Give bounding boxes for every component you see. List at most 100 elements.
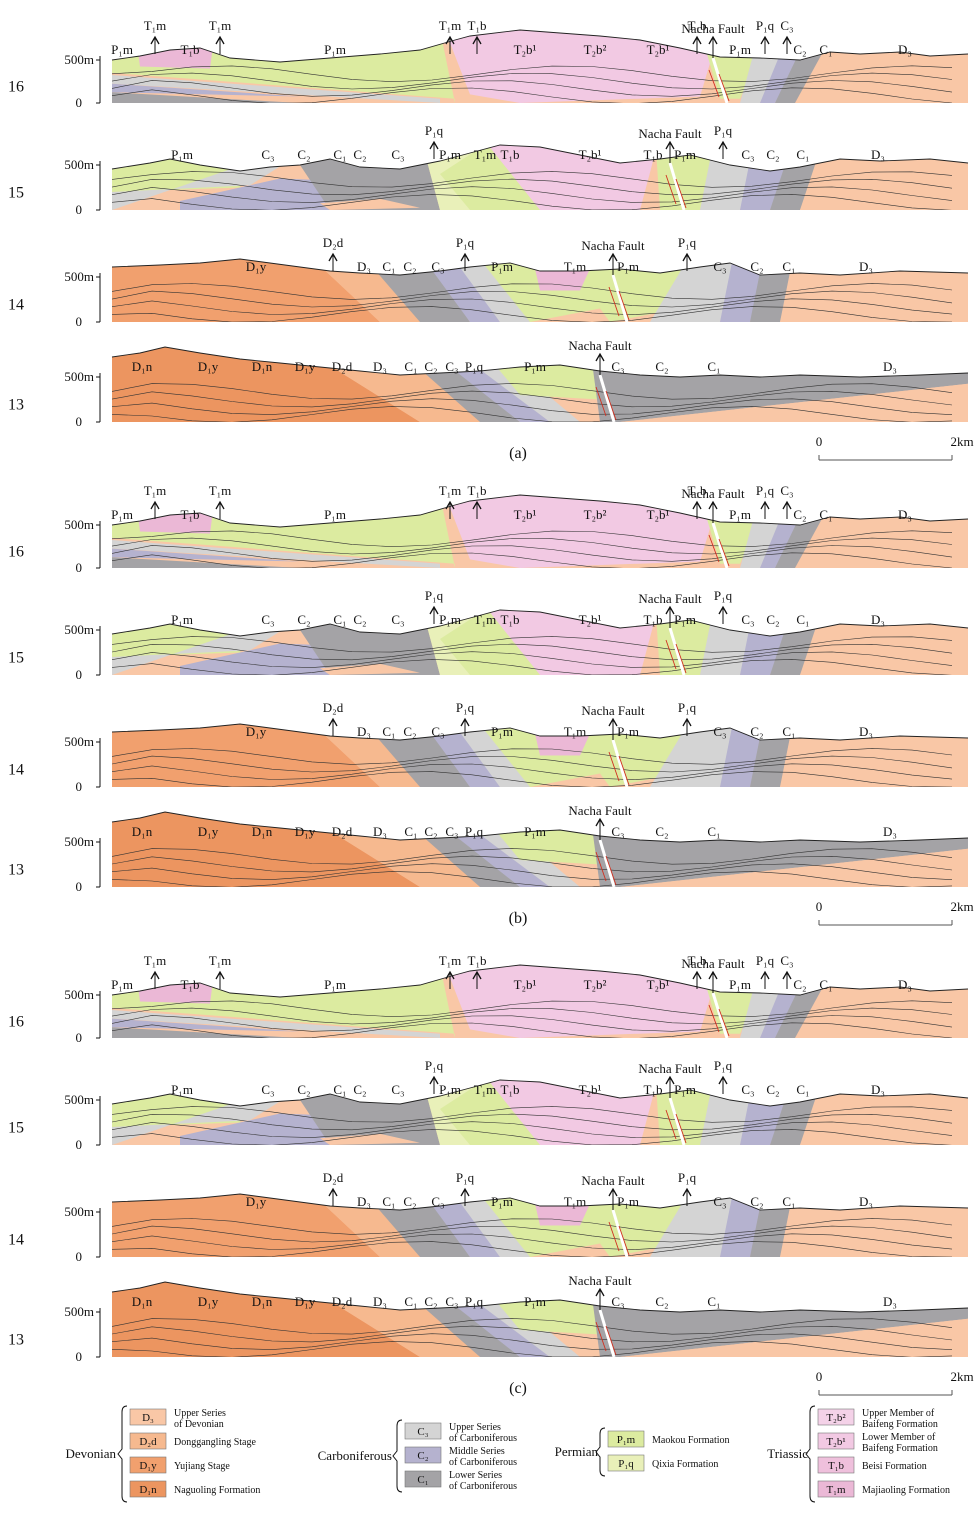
formation-label: T₁b [501, 612, 520, 627]
fault-marker-arrow [608, 1187, 618, 1197]
section-line-number: 14 [8, 297, 24, 314]
y-tick-label: 500m [64, 269, 94, 284]
contact-line [112, 87, 953, 103]
legend-code: D₁y [139, 1460, 157, 1472]
formation-label: T₁m [474, 1082, 497, 1097]
fault-arrow [595, 386, 607, 417]
formation-label: C₁ [819, 42, 832, 57]
formation-label: D₃ [871, 147, 885, 162]
topographic-surface [111, 29, 969, 63]
legend-description: Yujiang Stage [174, 1461, 230, 1472]
formation-label: C₂ [424, 359, 437, 374]
outcrop-arrow [429, 140, 439, 150]
outcrop-arrow [692, 970, 702, 980]
legend-description: of Devonian [174, 1419, 224, 1430]
contact-line [112, 651, 953, 668]
formation-label: D₃ [859, 259, 873, 274]
formation-label: T₁b [468, 18, 487, 33]
legend-description: of Carboniferous [449, 1481, 517, 1492]
legend-description: Baifeng Formation [862, 1443, 938, 1454]
legend-description: Middle Series [449, 1446, 505, 1457]
strata-fill [112, 610, 968, 675]
stratum-C3 [650, 259, 740, 322]
formation-label: C₁ [796, 1082, 809, 1097]
section-line-number: 14 [8, 1232, 24, 1249]
fault-label: Nacha Fault [581, 703, 645, 718]
y-tick-label: 0 [76, 314, 83, 329]
fault-marker-arrow [608, 717, 618, 727]
contact-line [112, 659, 953, 675]
formation-label: P₁q [425, 1058, 444, 1073]
contact-line [112, 1000, 953, 1018]
contact-line [112, 755, 953, 773]
stratum-D3 [795, 30, 968, 103]
formation-label: T₁m [474, 612, 497, 627]
fault-arrow [675, 1113, 687, 1144]
y-tick-label: 500m [64, 987, 94, 1002]
section-line-number: 13 [8, 1332, 24, 1349]
legend-brace [392, 1419, 403, 1493]
y-tick-label: 0 [76, 202, 83, 217]
legend-brace [805, 1405, 816, 1503]
formation-label: C₁ [707, 1294, 720, 1309]
formation-label: C₃ [611, 359, 624, 374]
contact-line [112, 863, 953, 880]
panel-caption: (c) [509, 1380, 527, 1397]
outcrop-arrow [718, 1075, 728, 1085]
formation-label: D₁y [295, 359, 316, 374]
formation-label: P₁m [439, 612, 461, 627]
contact-line [112, 80, 953, 97]
formation-label: T₁m [209, 18, 232, 33]
outcrop-arrow [760, 500, 770, 510]
contact-line [112, 1225, 953, 1243]
strata-fill [112, 347, 968, 422]
section-line-number: 13 [8, 397, 24, 414]
contact-line [112, 171, 953, 188]
formation-label: C₂ [766, 612, 779, 627]
formation-label: C₃ [713, 259, 726, 274]
stratum-D3 [620, 1318, 968, 1357]
formation-label: C₃ [741, 147, 754, 162]
fault-plane [711, 992, 729, 1039]
contact-line [112, 871, 953, 887]
legend-period-name: Devonian [65, 1446, 116, 1461]
outcrop-arrow [215, 35, 225, 45]
stratum-C3 [650, 724, 740, 787]
legend-period-name: Triassic [767, 1446, 808, 1461]
fault-label: Nacha Fault [568, 803, 632, 818]
contact-line [112, 1022, 953, 1038]
formation-label: P₁m [491, 724, 513, 739]
outcrop-arrow [718, 605, 728, 615]
formation-label: C₂ [750, 259, 763, 274]
outcrop-arrow [718, 140, 728, 150]
formation-label: C₃ [261, 1082, 274, 1097]
legend-swatch [129, 1480, 167, 1498]
fault-plane [598, 839, 616, 888]
outcrop-arrow [472, 500, 482, 510]
fault-arrow [718, 1008, 730, 1037]
y-tick-label: 0 [76, 1030, 83, 1045]
legend-description: Baifeng Formation [862, 1419, 938, 1430]
section-row-16: Nacha Fault 500m 0 16 P₁m T₁m T₁b T₁m P₁m T₁m T₁b T… [8, 483, 969, 575]
stratum-C3 [112, 1010, 440, 1038]
contact-line [112, 1241, 953, 1257]
formation-label: C₃ [431, 259, 444, 274]
formation-label: T₁m [439, 18, 462, 33]
formation-label: P₁m [729, 507, 751, 522]
formation-label: C₂ [793, 977, 806, 992]
formation-label: D₂d [323, 235, 344, 250]
contact-line [112, 194, 953, 210]
formation-label: D₁n [252, 1294, 273, 1309]
contact-line [112, 1233, 953, 1251]
contact-line [112, 406, 953, 422]
formation-label: P₁m [111, 977, 133, 992]
formation-label: P₁m [111, 507, 133, 522]
stratum-C3 [650, 1194, 740, 1257]
y-tick-label: 500m [64, 1092, 94, 1107]
stratum-D3 [780, 1194, 968, 1257]
fault-arrow [665, 1109, 677, 1140]
outcrop-arrow [782, 970, 792, 980]
fault-marker-arrow [708, 500, 718, 510]
legend-swatch [404, 1446, 442, 1464]
formation-label: C₂ [297, 612, 310, 627]
